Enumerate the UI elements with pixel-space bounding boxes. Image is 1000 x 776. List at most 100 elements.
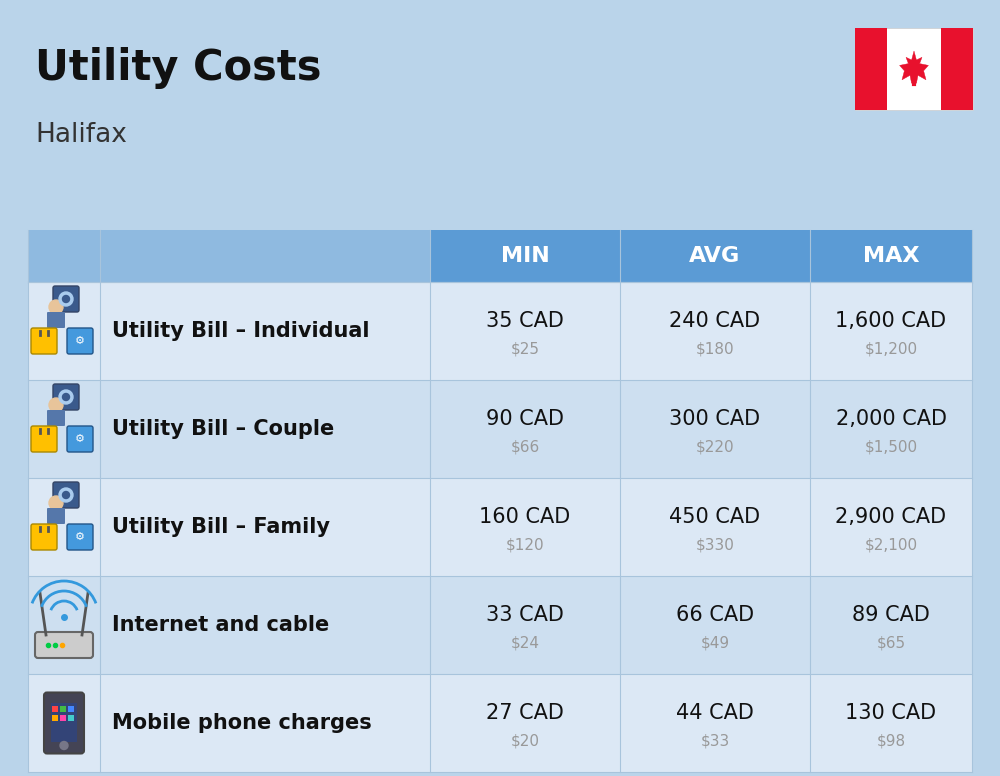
Circle shape [59,488,73,502]
Bar [52,705,58,712]
Bar [810,282,972,380]
Text: $49: $49 [700,636,730,650]
Text: 160 CAD: 160 CAD [479,507,571,527]
Bar [51,702,77,742]
Bar [430,230,620,282]
FancyBboxPatch shape [67,524,93,550]
Bar [620,230,810,282]
Polygon shape [900,51,928,83]
Circle shape [49,496,63,510]
Text: 44 CAD: 44 CAD [676,703,754,723]
Bar [810,674,972,772]
Bar [100,380,430,478]
Text: Utility Bill – Couple: Utility Bill – Couple [112,419,334,439]
Bar [28,282,100,380]
Text: Utility Bill – Individual: Utility Bill – Individual [112,321,370,341]
Text: ⚙: ⚙ [75,336,85,346]
Text: $98: $98 [876,733,906,749]
Text: ⚙: ⚙ [75,532,85,542]
Circle shape [62,393,70,400]
Bar [100,576,430,674]
Circle shape [59,390,73,404]
Bar [941,28,973,110]
Bar [100,282,430,380]
Bar [620,282,810,380]
Text: $1,200: $1,200 [864,341,918,356]
Text: 33 CAD: 33 CAD [486,605,564,625]
Text: 89 CAD: 89 CAD [852,605,930,625]
FancyBboxPatch shape [67,328,93,354]
Text: MIN: MIN [501,246,549,266]
Text: Utility Costs: Utility Costs [35,47,322,89]
Bar [810,478,972,576]
Text: Mobile phone charges: Mobile phone charges [112,713,372,733]
FancyBboxPatch shape [53,384,79,410]
Circle shape [49,398,63,412]
Text: 450 CAD: 450 CAD [669,507,761,527]
Bar [620,576,810,674]
Text: 27 CAD: 27 CAD [486,703,564,723]
Text: Halifax: Halifax [35,122,127,148]
Text: $180: $180 [696,341,734,356]
Bar [28,576,100,674]
Text: $25: $25 [511,341,540,356]
FancyBboxPatch shape [47,508,65,524]
Bar [855,28,973,110]
Bar [100,674,430,772]
Bar [60,715,66,720]
Bar [68,705,74,712]
Circle shape [62,491,70,498]
FancyBboxPatch shape [53,286,79,312]
Bar [52,715,58,720]
Circle shape [60,742,68,750]
Bar [28,674,100,772]
Bar [60,705,66,712]
Circle shape [59,292,73,306]
Bar [855,28,887,110]
Bar [100,230,430,282]
Text: 2,000 CAD: 2,000 CAD [836,409,946,429]
Text: 240 CAD: 240 CAD [669,311,761,331]
Text: $120: $120 [506,538,544,553]
FancyBboxPatch shape [31,328,57,354]
Text: $330: $330 [696,538,734,553]
Text: $2,100: $2,100 [864,538,918,553]
Text: 1,600 CAD: 1,600 CAD [835,311,947,331]
Bar [100,478,430,576]
Text: 35 CAD: 35 CAD [486,311,564,331]
Text: $220: $220 [696,439,734,455]
FancyBboxPatch shape [67,426,93,452]
FancyBboxPatch shape [31,524,57,550]
FancyBboxPatch shape [31,426,57,452]
Bar [28,478,100,576]
FancyBboxPatch shape [44,692,84,753]
Text: MAX: MAX [863,246,919,266]
Bar [68,715,74,720]
Bar [430,478,620,576]
Bar [28,230,100,282]
Circle shape [49,300,63,314]
Text: $33: $33 [700,733,730,749]
Text: $1,500: $1,500 [864,439,918,455]
Bar [810,380,972,478]
Bar [810,230,972,282]
Text: $24: $24 [511,636,540,650]
Bar [430,576,620,674]
Text: $66: $66 [510,439,540,455]
Text: $65: $65 [876,636,906,650]
Circle shape [62,296,70,303]
Text: 2,900 CAD: 2,900 CAD [835,507,947,527]
Text: Internet and cable: Internet and cable [112,615,329,635]
Bar [620,674,810,772]
Text: Utility Bill – Family: Utility Bill – Family [112,517,330,537]
Text: 66 CAD: 66 CAD [676,605,754,625]
Text: $20: $20 [511,733,540,749]
Text: 300 CAD: 300 CAD [669,409,761,429]
Bar [28,380,100,478]
Text: AVG: AVG [689,246,741,266]
FancyBboxPatch shape [53,482,79,508]
Bar [620,478,810,576]
Bar [620,380,810,478]
Text: ⚙: ⚙ [75,434,85,444]
Bar [810,576,972,674]
